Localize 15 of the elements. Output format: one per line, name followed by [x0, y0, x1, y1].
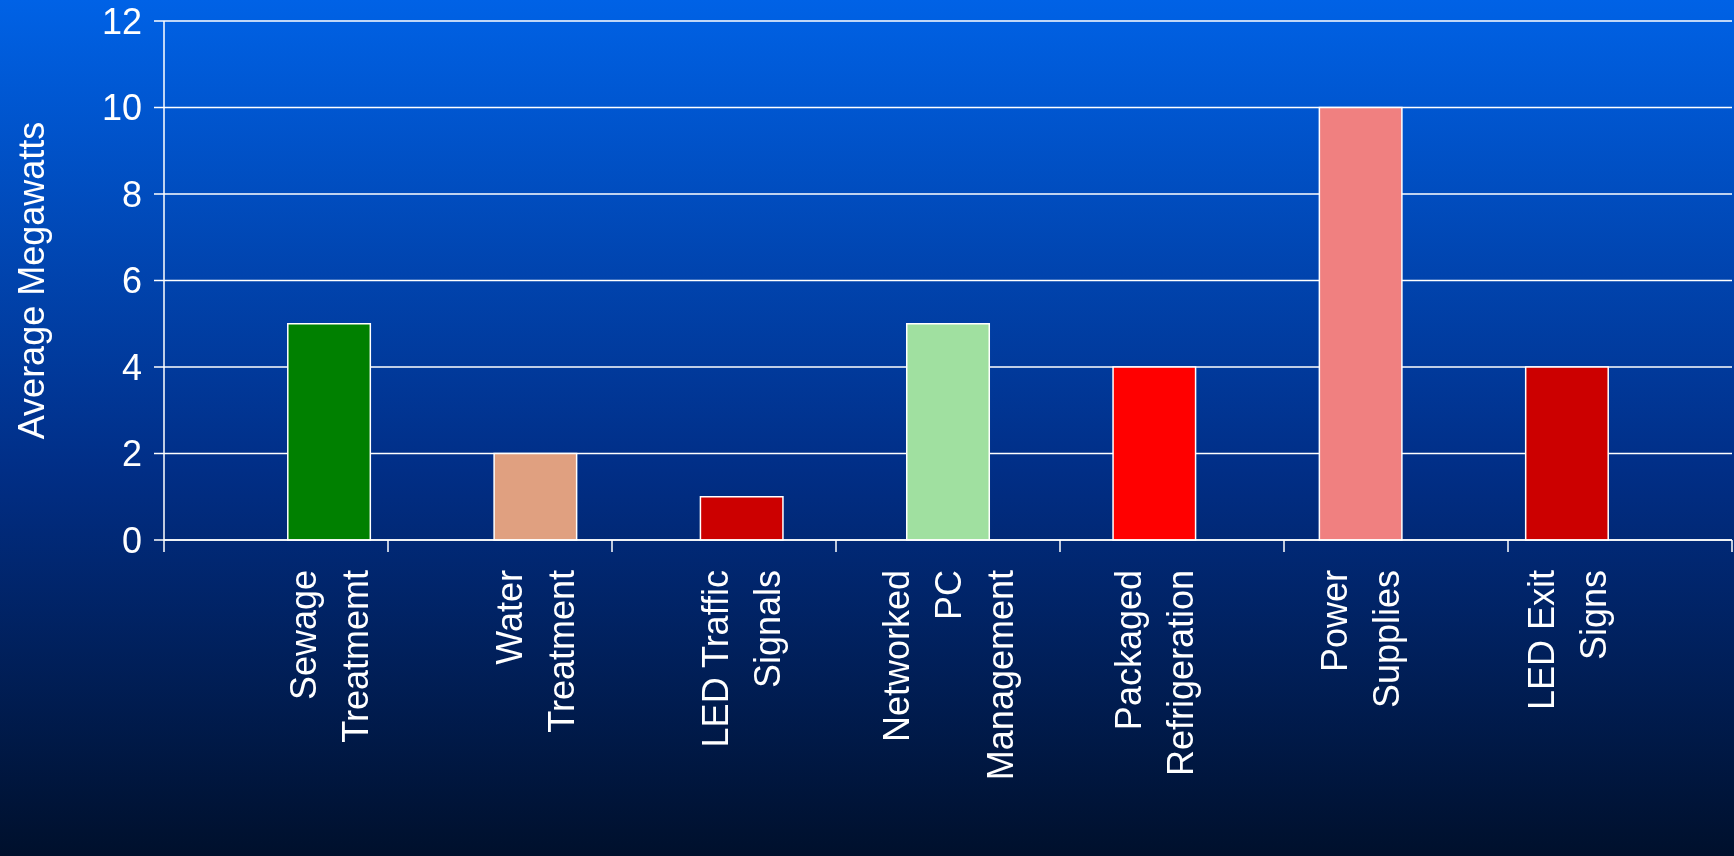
- y-tick-label: 4: [121, 346, 142, 388]
- y-tick-label: 12: [101, 0, 142, 42]
- y-axis-title: Average Megawatts: [11, 121, 52, 440]
- x-tick-label: Sewage Treatmemt: [282, 570, 376, 743]
- x-tick-label: Water Treatment: [488, 570, 582, 733]
- y-tick-label: 2: [121, 433, 142, 475]
- x-tick-label: LED Exit Signs: [1520, 570, 1614, 711]
- x-tick-label: Power Supplies: [1314, 569, 1408, 709]
- y-tick-label: 10: [101, 87, 142, 129]
- x-tick-label: LED Traffic Signals: [695, 570, 789, 748]
- y-tick-label: 0: [121, 519, 142, 561]
- y-tick-label: 8: [121, 173, 142, 215]
- x-tick-label: Packaged Refrigeration: [1107, 570, 1201, 777]
- x-tick-label: Networked PC Management: [875, 570, 1021, 781]
- y-tick-label: 6: [121, 260, 142, 302]
